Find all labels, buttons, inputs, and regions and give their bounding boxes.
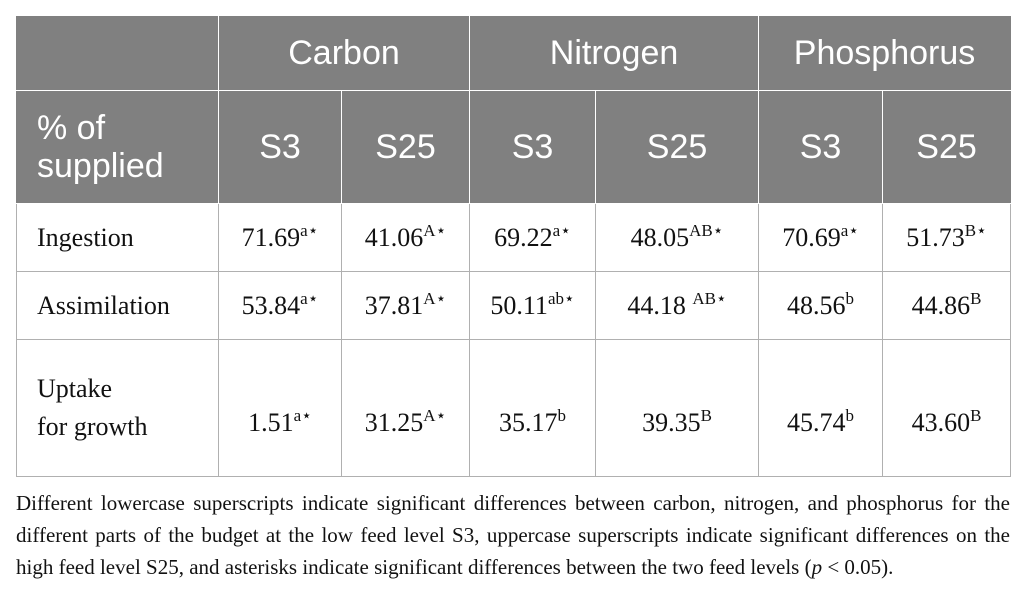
cell-value: 31.25 — [364, 408, 424, 437]
table-cell: 50.11ab⋆ — [469, 271, 597, 340]
table-cell: 69.22a⋆ — [469, 203, 597, 272]
cell-superscript: b — [845, 406, 855, 425]
subheader-phosphorus-s25: S25 — [882, 90, 1012, 204]
cell-superscript: a⋆ — [552, 220, 571, 240]
subheader-nitrogen-s3: S3 — [469, 90, 597, 204]
table-cell: 48.56b — [758, 271, 884, 340]
table-cell: 41.06A⋆ — [340, 203, 471, 272]
cell-value: 44.18 — [627, 290, 693, 320]
cell-superscript: ab⋆ — [547, 288, 575, 308]
cell-superscript: a⋆ — [300, 220, 319, 240]
footnote-p-symbol: p — [811, 555, 823, 579]
cell-value: 50.11 — [490, 290, 548, 320]
cell-superscript: B⋆ — [964, 220, 987, 240]
group-header-carbon: Carbon — [217, 16, 471, 91]
group-header-nitrogen: Nitrogen — [469, 16, 760, 91]
cell-superscript: B — [700, 406, 712, 425]
budget-table: Carbon Nitrogen Phosphorus % of supplied… — [16, 16, 1012, 477]
cell-superscript: A⋆ — [423, 220, 447, 240]
table-cell: 48.05AB⋆ — [595, 203, 760, 272]
table-container: Carbon Nitrogen Phosphorus % of supplied… — [16, 16, 1012, 583]
cell-value: 71.69 — [241, 222, 301, 252]
cell-value: 1.51 — [248, 408, 294, 437]
cell-value: 39.35 — [642, 408, 701, 437]
row-label: Uptake for growth — [16, 339, 219, 477]
subheader-carbon-s25: S25 — [340, 90, 471, 204]
cell-value: 70.69 — [782, 222, 841, 252]
cell-value: 35.17 — [499, 408, 558, 437]
table-cell: 45.74b — [758, 339, 884, 477]
table-cell: 31.25A⋆ — [340, 339, 471, 477]
corner-label-line-2: supplied — [37, 147, 164, 185]
cell-value: 43.60 — [911, 408, 971, 437]
corner-label-line-1: % of — [37, 109, 106, 147]
table-cell: 43.60B — [882, 339, 1012, 477]
table-row-assimilation: Assimilation 53.84a⋆ 37.81A⋆ 50.11ab⋆ 44… — [16, 271, 1012, 340]
cell-value: 44.86 — [911, 290, 971, 320]
table-cell: 44.86B — [882, 271, 1012, 340]
subheader-phosphorus-s3: S3 — [758, 90, 884, 204]
row-label: Ingestion — [16, 203, 219, 272]
cell-value: 51.73 — [906, 222, 965, 252]
group-header-row: Carbon Nitrogen Phosphorus — [16, 16, 1012, 91]
cell-superscript: B — [970, 406, 982, 425]
cell-value: 48.05 — [630, 222, 690, 252]
blank-corner-cell — [16, 16, 219, 91]
subheader-carbon-s3: S3 — [218, 90, 342, 204]
cell-value: 53.84 — [241, 290, 301, 320]
cell-superscript: AB⋆ — [692, 288, 727, 308]
subheader-nitrogen-s25: S25 — [595, 90, 760, 204]
subheader-row: % of supplied S3 S25 S3 S25 S3 S25 — [16, 90, 1012, 204]
cell-superscript: a⋆ — [293, 406, 312, 425]
cell-value: 45.74 — [787, 408, 846, 437]
corner-label: % of supplied — [16, 90, 219, 204]
footnote-text: Different lowercase superscripts indicat… — [16, 491, 1010, 579]
table-cell: 39.35B — [595, 339, 760, 477]
table-cell: 70.69a⋆ — [758, 203, 884, 272]
cell-value: 37.81 — [364, 290, 424, 320]
table-row-uptake-for-growth: Uptake for growth 1.51a⋆ 31.25A⋆ 35.17b … — [16, 339, 1012, 477]
cell-superscript: A⋆ — [423, 406, 447, 425]
cell-value: 48.56 — [787, 290, 846, 320]
cell-superscript: A⋆ — [423, 288, 447, 308]
cell-value: 41.06 — [364, 222, 424, 252]
table-footnote: Different lowercase superscripts indicat… — [16, 487, 1010, 583]
cell-superscript: b — [557, 406, 567, 425]
footnote-text-end: < 0.05). — [822, 555, 894, 579]
row-label-line-2: for growth — [37, 412, 148, 441]
cell-value: 69.22 — [494, 222, 553, 252]
row-label: Assimilation — [16, 271, 219, 340]
cell-superscript: a⋆ — [300, 288, 319, 308]
cell-superscript: B — [970, 288, 982, 308]
cell-superscript: AB⋆ — [689, 220, 724, 240]
cell-superscript: a⋆ — [840, 220, 859, 240]
table-cell: 35.17b — [469, 339, 597, 477]
table-cell: 51.73B⋆ — [882, 203, 1012, 272]
row-label-line-1: Uptake — [37, 374, 113, 403]
group-header-phosphorus: Phosphorus — [758, 16, 1012, 91]
table-cell: 71.69a⋆ — [218, 203, 342, 272]
table-cell: 44.18 AB⋆ — [595, 271, 760, 340]
table-row-ingestion: Ingestion 71.69a⋆ 41.06A⋆ 69.22a⋆ 48.05A… — [16, 203, 1012, 272]
table-cell: 1.51a⋆ — [218, 339, 342, 477]
cell-superscript: b — [845, 288, 855, 308]
table-cell: 53.84a⋆ — [218, 271, 342, 340]
table-cell: 37.81A⋆ — [340, 271, 471, 340]
